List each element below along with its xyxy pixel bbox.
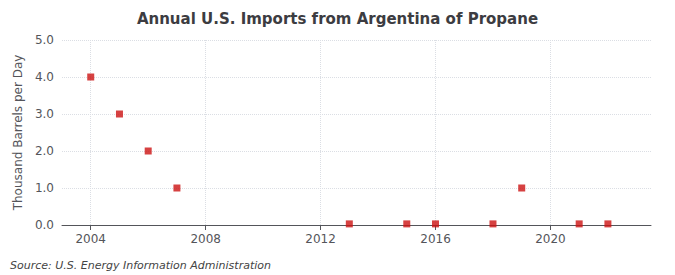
- svg-text:5.0: 5.0: [35, 33, 54, 47]
- svg-text:2004: 2004: [75, 232, 106, 246]
- svg-text:3.0: 3.0: [35, 107, 54, 121]
- svg-text:0.0: 0.0: [35, 218, 54, 232]
- svg-text:Thousand Barrels per Day: Thousand Barrels per Day: [11, 55, 25, 212]
- svg-text:2020: 2020: [535, 232, 566, 246]
- svg-text:2.0: 2.0: [35, 144, 54, 158]
- svg-text:1.0: 1.0: [35, 181, 54, 195]
- svg-text:2008: 2008: [190, 232, 221, 246]
- svg-text:2012: 2012: [305, 232, 336, 246]
- svg-text:Source: U.S. Energy Informatio: Source: U.S. Energy Information Administ…: [10, 259, 271, 272]
- svg-text:Annual U.S. Imports from Argen: Annual U.S. Imports from Argentina of Pr…: [137, 10, 538, 28]
- svg-text:4.0: 4.0: [35, 70, 54, 84]
- svg-text:2016: 2016: [420, 232, 451, 246]
